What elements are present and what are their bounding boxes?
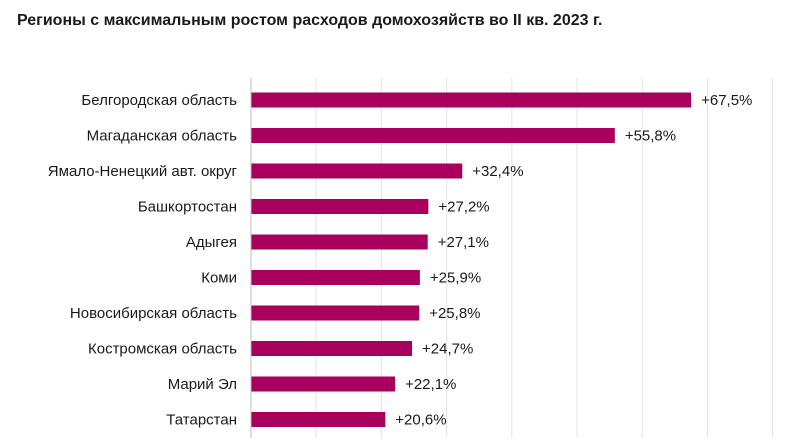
bars <box>251 92 692 427</box>
value-labels: +67,5% +55,8% +32,4% +27,2% +27,1% +25,9% +25,… <box>395 92 752 429</box>
bar <box>251 412 386 427</box>
bar <box>251 128 615 143</box>
bar <box>251 305 420 321</box>
value-label: +67,5% <box>701 92 752 109</box>
value-label: +27,1% <box>438 234 489 251</box>
category-label: Новосибирская область <box>70 305 237 322</box>
bar <box>251 341 413 356</box>
category-label: Марий Эл <box>168 376 237 393</box>
value-label: +55,8% <box>625 128 676 145</box>
bar <box>251 234 428 250</box>
value-label: +24,7% <box>422 341 473 358</box>
value-label: +22,1% <box>405 376 456 393</box>
category-label: Коми <box>201 270 237 287</box>
value-label: +20,6% <box>395 412 446 429</box>
bar <box>251 92 692 108</box>
category-label: Ямало-Ненецкий авт. округ <box>48 163 238 180</box>
value-label: +27,2% <box>438 199 489 216</box>
gridlines <box>315 78 774 438</box>
bar <box>251 376 396 392</box>
value-label: +32,4% <box>472 163 523 180</box>
value-label: +25,8% <box>429 305 480 322</box>
category-label: Татарстан <box>166 412 237 429</box>
bar <box>251 199 429 214</box>
chart-title: Регионы с максимальным ростом расходов д… <box>17 12 603 29</box>
category-label: Адыгея <box>186 234 237 251</box>
category-label: Магаданская область <box>87 128 238 145</box>
bar <box>251 270 420 285</box>
category-label: Белгородская область <box>81 92 237 109</box>
bar <box>251 163 463 179</box>
category-labels: Белгородская область Магаданская область Я… <box>48 92 238 429</box>
category-label: Башкортостан <box>138 199 237 216</box>
category-label: Костромская область <box>88 341 237 358</box>
value-label: +25,9% <box>430 270 481 287</box>
